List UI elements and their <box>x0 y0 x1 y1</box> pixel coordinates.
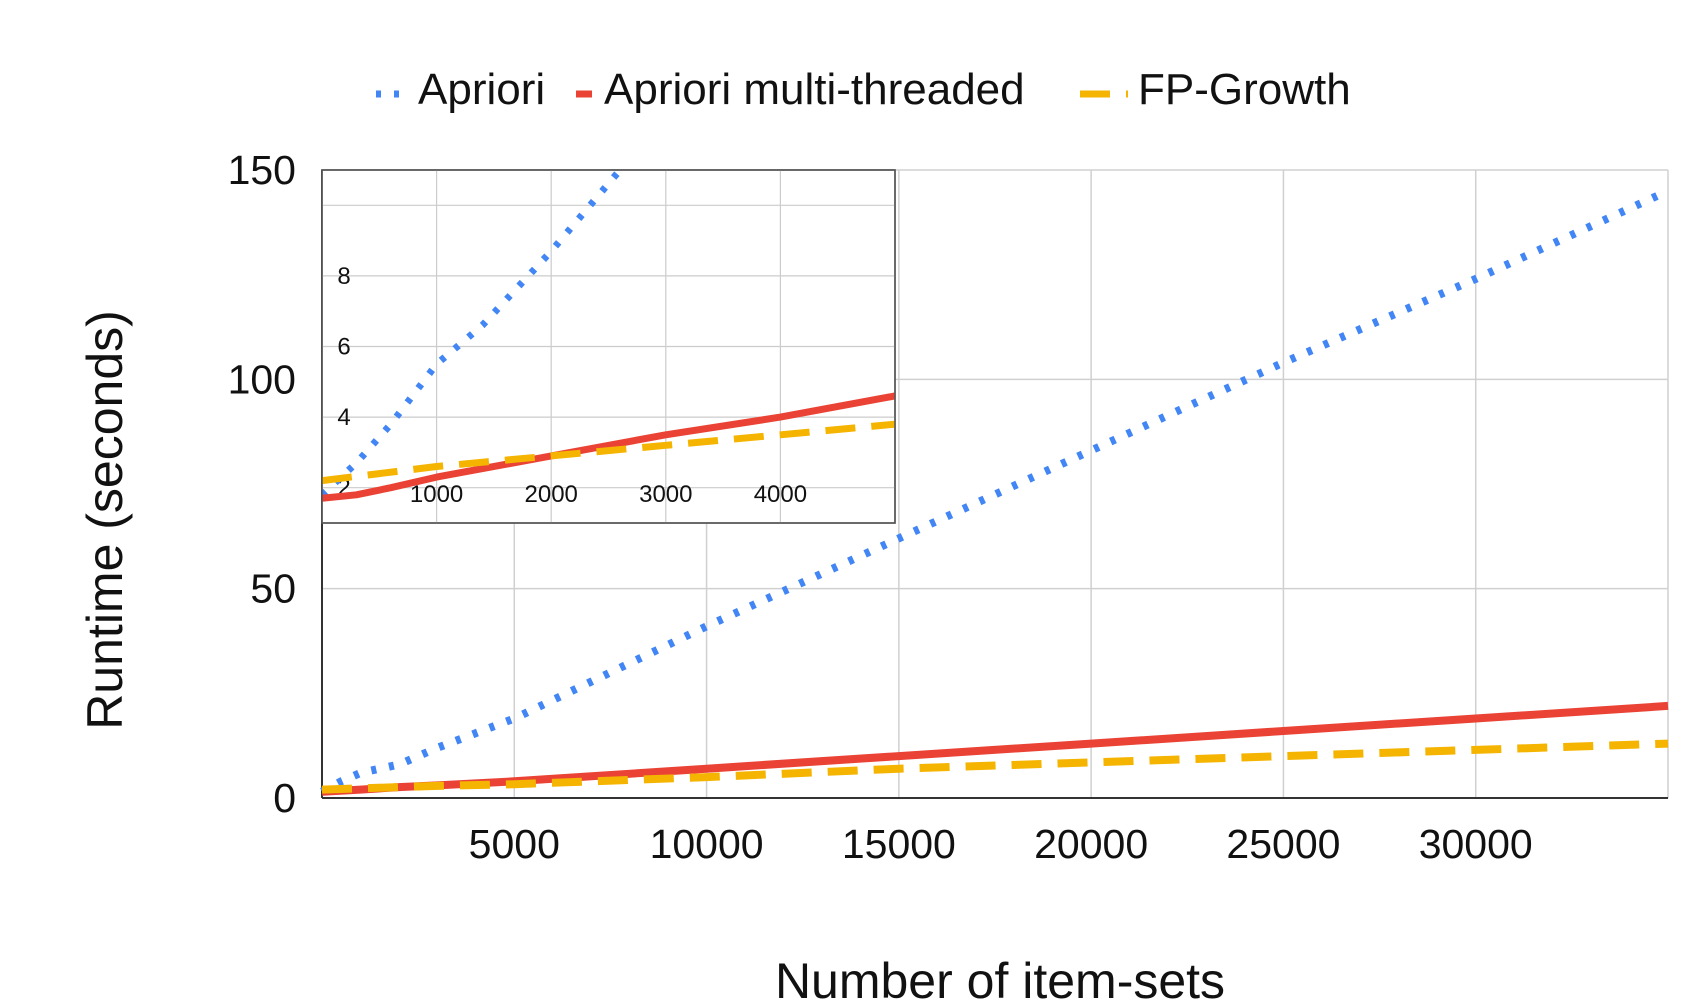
inset-x-tick-labels: 1000 2000 3000 4000 <box>410 481 807 508</box>
inset-x-tick-label: 4000 <box>754 481 807 508</box>
main-series <box>320 187 1670 796</box>
inset-y-tick-label: 4 <box>337 404 350 431</box>
main-y-tick-label: 100 <box>228 356 296 402</box>
main-x-tick-label: 30000 <box>1419 821 1533 867</box>
inset-border <box>321 169 896 524</box>
legend-item-apriori: Apriori <box>376 65 545 114</box>
inset-series-line-fp-growth <box>322 420 895 485</box>
main-y-tick-label: 50 <box>250 566 296 612</box>
legend-item-apriori-multi-threaded: Apriori multi-threaded <box>576 65 1025 114</box>
series-line-fp-growth <box>321 739 1669 794</box>
series-line-apriori <box>320 187 1670 796</box>
main-y-tick-labels: 0 50 100 150 <box>228 147 296 821</box>
main-x-tick-label: 10000 <box>650 821 764 867</box>
legend-label-apriori: Apriori <box>418 65 545 114</box>
inset-y-tick-label: 6 <box>337 334 350 361</box>
inset-x-tick-label: 3000 <box>639 481 692 508</box>
inset-series <box>322 170 895 502</box>
inset-x-tick-label: 2000 <box>525 481 578 508</box>
series-line-apriori-multi-threaded <box>321 701 1669 796</box>
inset-x-tick-label: 1000 <box>410 481 463 508</box>
main-x-tick-label: 25000 <box>1226 821 1340 867</box>
legend: Apriori Apriori multi-threaded FP-Growth <box>376 65 1351 114</box>
main-y-tick-label: 150 <box>228 147 296 193</box>
main-x-tick-labels: 5000 10000 15000 20000 25000 30000 <box>469 821 1533 867</box>
main-y-tick-label: 0 <box>273 775 296 821</box>
main-x-tick-label: 15000 <box>842 821 956 867</box>
legend-item-fp-growth: FP-Growth <box>1080 65 1351 114</box>
main-x-tick-label: 5000 <box>469 821 560 867</box>
inset-y-tick-label: 8 <box>337 263 350 290</box>
x-axis-title: Number of item-sets <box>775 953 1225 1004</box>
legend-label-apriori-multi-threaded: Apriori multi-threaded <box>604 65 1025 114</box>
y-axis-title: Runtime (seconds) <box>77 310 133 730</box>
legend-label-fp-growth: FP-Growth <box>1138 65 1351 114</box>
inset-series-line-apriori-multi-threaded <box>322 392 895 502</box>
main-x-tick-label: 20000 <box>1034 821 1148 867</box>
